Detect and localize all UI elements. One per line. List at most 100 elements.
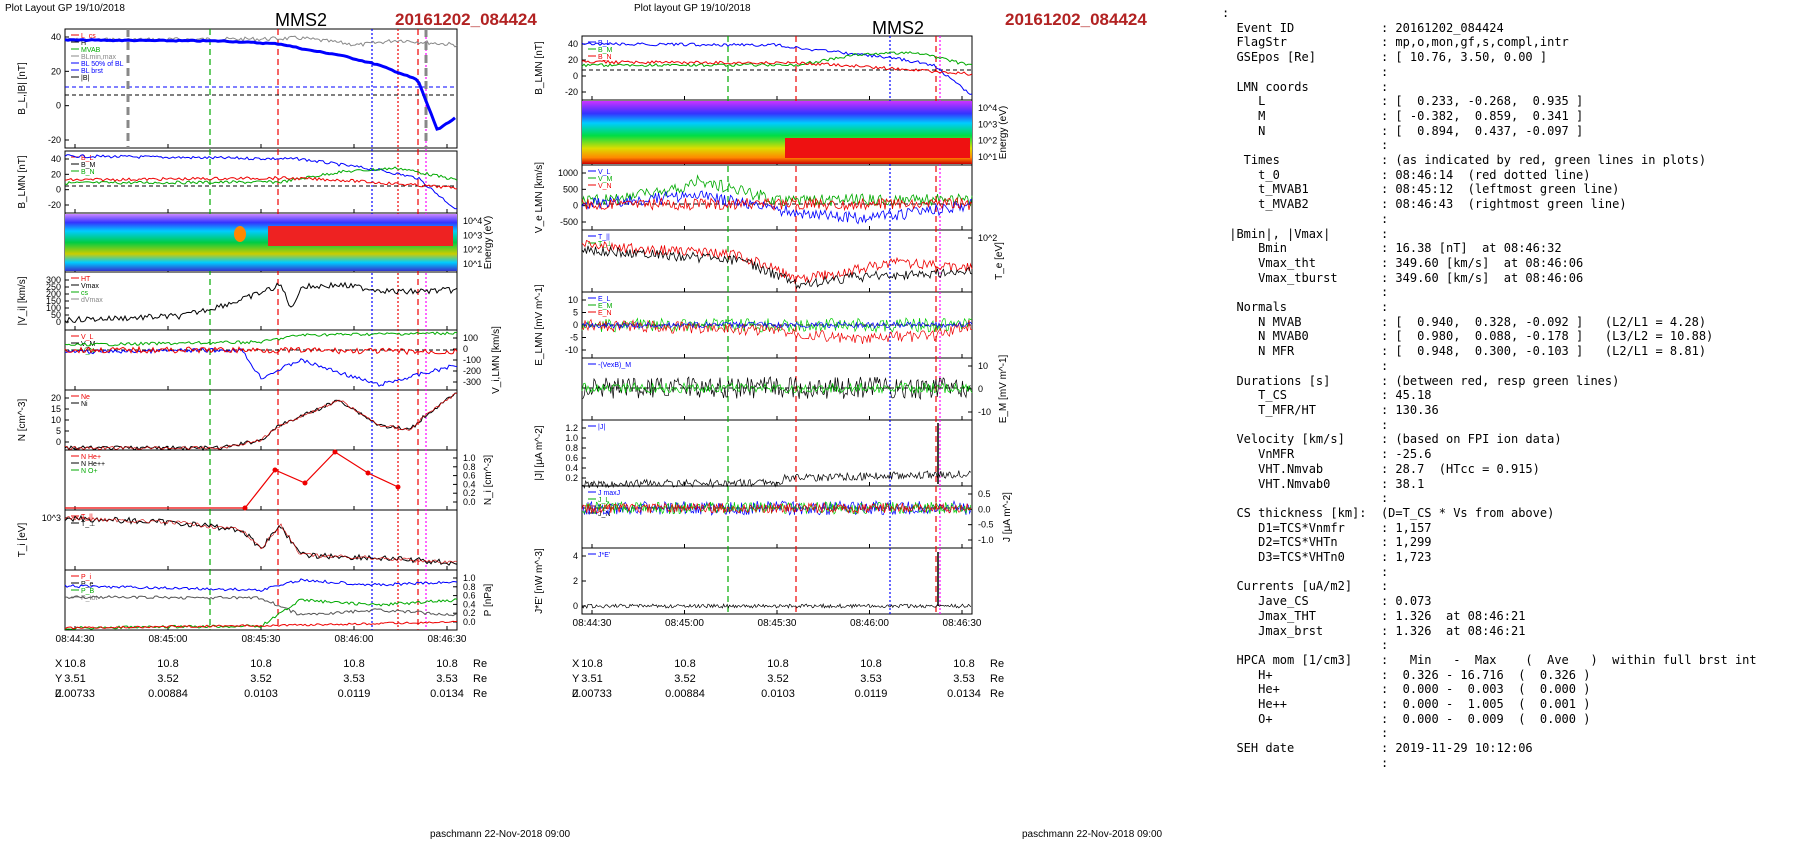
y-tick-label: 1.0 bbox=[565, 433, 578, 443]
bn-trace bbox=[581, 59, 973, 76]
y-tick-label: 0 bbox=[978, 384, 983, 394]
spectrogram-hot-spot bbox=[234, 226, 246, 242]
he-pp-point bbox=[242, 505, 248, 511]
y-tick-label: 0 bbox=[56, 437, 61, 447]
vi-trace bbox=[64, 281, 458, 324]
pb-trace bbox=[65, 595, 458, 617]
y-tick-label: 10^4 bbox=[463, 216, 482, 226]
y-tick-label: 0 bbox=[573, 320, 578, 330]
y-tick-label: 100 bbox=[46, 303, 61, 313]
coord-value: 3.53 bbox=[436, 673, 458, 685]
y-tick-label: 5 bbox=[573, 308, 578, 318]
em-trace bbox=[581, 381, 973, 395]
y-tick-label: 1.0 bbox=[463, 573, 476, 583]
summary-line: FlagStr : mp,o,mon,gf,s,compl,intr bbox=[1222, 35, 1569, 50]
y-tick-label: -100 bbox=[463, 355, 481, 365]
summary-line: Jmax_THT : 1.326 at 08:46:21 bbox=[1222, 608, 1526, 623]
legend-entry: |B| bbox=[81, 75, 89, 82]
summary-line: Normals : bbox=[1222, 300, 1389, 315]
legend-entry: N He+ bbox=[81, 454, 101, 461]
x-tick-label: 08:46:30 bbox=[428, 634, 467, 645]
coord-value: 10.8 bbox=[767, 658, 789, 670]
left-plot-header: Plot Layout GP 19/10/2018 bbox=[5, 3, 125, 14]
pe-trace bbox=[64, 620, 458, 630]
left-spacecraft-title: MMS2 bbox=[275, 10, 328, 30]
y-tick-label: 0.0 bbox=[463, 617, 476, 627]
y-tick-label: 0.0 bbox=[463, 497, 476, 507]
summary-line: N MVAB : [ 0.940, 0.328, -0.092 ] (L2/L1… bbox=[1222, 314, 1707, 329]
he-pp-point bbox=[272, 467, 278, 473]
coord-value: 0.00733 bbox=[572, 688, 612, 700]
summary-line: O+ : 0.000 - 0.009 ( 0.000 ) bbox=[1222, 711, 1591, 726]
summary-line: Bmin : 16.38 [nT] at 08:46:32 bbox=[1222, 241, 1562, 256]
y-tick-label: 4 bbox=[573, 551, 578, 561]
summary-line: : bbox=[1222, 285, 1389, 300]
coord-row-label: Y bbox=[572, 673, 580, 685]
summary-line: D3=TCS*VHTn0 : 1,723 bbox=[1222, 550, 1432, 565]
coord-unit: Re bbox=[990, 673, 1005, 685]
legend-entry: T_⊥ bbox=[598, 241, 612, 248]
jm-trace bbox=[581, 501, 972, 515]
y-tick-label: 0.6 bbox=[565, 453, 578, 463]
y-tick-label: 10^1 bbox=[978, 152, 997, 162]
y-tick-label: 10 bbox=[978, 361, 988, 371]
y-axis-label: |J| [μA m^-2] bbox=[534, 425, 545, 480]
summary-line: : bbox=[1222, 491, 1389, 506]
y-axis-label: N [cm^-3] bbox=[17, 399, 28, 442]
coord-value: 10.8 bbox=[157, 658, 179, 670]
te-perp-trace bbox=[581, 245, 973, 290]
y-axis-label: B_LMN [nT] bbox=[17, 155, 28, 209]
ne-trace bbox=[65, 392, 458, 450]
coord-value: 3.51 bbox=[581, 673, 603, 685]
legend-entry: N O+ bbox=[81, 468, 98, 475]
legend-entry: T_⊥ bbox=[81, 521, 95, 528]
legend-entry: B_L bbox=[81, 155, 94, 162]
y-tick-label: 0 bbox=[463, 344, 468, 354]
summary-line: t_0 : 08:46:14 (red dotted line) bbox=[1222, 167, 1591, 182]
y-tick-label: 0 bbox=[573, 601, 578, 611]
summary-line: t_MVAB1 : 08:45:12 (leftmost green line) bbox=[1222, 182, 1620, 197]
legend-entry: MVAB bbox=[81, 47, 101, 54]
summary-line: : bbox=[1222, 755, 1389, 770]
left-event-id: 20161202_084424 bbox=[395, 10, 537, 29]
y-tick-label: 0.6 bbox=[463, 591, 476, 601]
bn-trace bbox=[64, 175, 458, 190]
summary-line: N MFR : [ 0.948, 0.300, -0.103 ] (L2/L1 … bbox=[1222, 344, 1707, 359]
spectrogram-hot-band bbox=[785, 138, 970, 158]
coord-value: 3.52 bbox=[674, 673, 696, 685]
coord-value: 0.00733 bbox=[55, 688, 95, 700]
coord-value: 0.0103 bbox=[244, 688, 278, 700]
summary-line: VHT.Nmvab0 : 38.1 bbox=[1222, 476, 1425, 491]
x-tick-label: 08:44:30 bbox=[573, 618, 612, 629]
legend-entry: P_tot bbox=[81, 595, 97, 602]
coord-row-label: Z bbox=[572, 688, 579, 700]
summary-line: D2=TCS*VHTn : 1,299 bbox=[1222, 535, 1432, 550]
x-tick-label: 08:44:30 bbox=[56, 634, 95, 645]
summary-line: M : [ -0.382, 0.859, 0.341 ] bbox=[1222, 108, 1584, 123]
ve-b-trace bbox=[581, 376, 971, 401]
summary-line: T_MFR/HT : 130.36 bbox=[1222, 402, 1439, 417]
coord-row-label: Y bbox=[55, 673, 63, 685]
legend-entry: J*E' bbox=[598, 552, 610, 559]
y-tick-label: 2 bbox=[573, 576, 578, 586]
summary-line: SEH date : 2019-11-29 10:12:06 bbox=[1222, 741, 1533, 756]
y-axis-label: E_M [mV m^-1] bbox=[998, 354, 1009, 423]
spectrogram-hot-band bbox=[268, 226, 453, 246]
coord-row-label: Z bbox=[55, 688, 62, 700]
y-tick-label: 10^3 bbox=[978, 119, 997, 129]
legend-entry: P_B bbox=[81, 588, 95, 595]
coord-unit: Re bbox=[473, 673, 488, 685]
y-axis-label: P [nPa] bbox=[483, 583, 494, 616]
summary-line: : bbox=[1222, 211, 1389, 226]
coord-value: 10.8 bbox=[250, 658, 272, 670]
legend-entry: B_N bbox=[81, 169, 95, 176]
y-tick-label: 10 bbox=[51, 415, 61, 425]
y-axis-label: B_L,|B| [nT] bbox=[17, 62, 28, 115]
legend-entry: L_cs bbox=[81, 33, 96, 40]
legend-entry: P_e bbox=[81, 581, 94, 588]
bm-trace bbox=[64, 166, 458, 186]
y-axis-label: B_LMN [nT] bbox=[534, 41, 545, 95]
x-tick-label: 08:46:30 bbox=[943, 618, 982, 629]
y-tick-label: 0.8 bbox=[565, 443, 578, 453]
y-tick-label: -20 bbox=[48, 135, 61, 145]
